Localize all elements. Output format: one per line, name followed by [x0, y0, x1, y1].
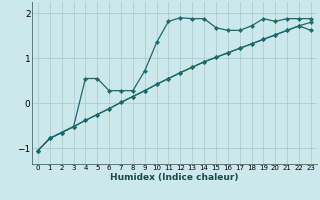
X-axis label: Humidex (Indice chaleur): Humidex (Indice chaleur) — [110, 173, 239, 182]
